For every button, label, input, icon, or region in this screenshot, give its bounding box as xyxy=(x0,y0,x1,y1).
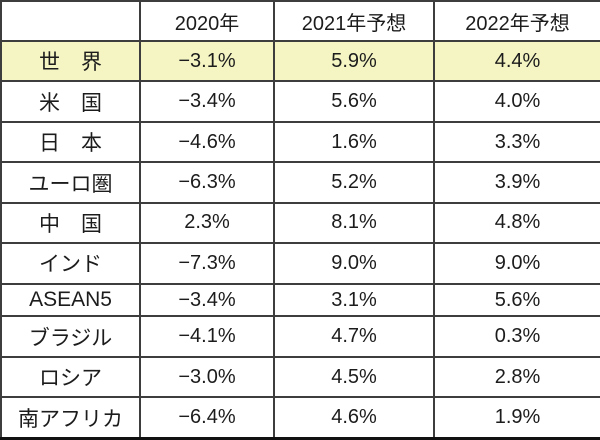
value-cell: 4.0% xyxy=(433,80,600,123)
table-row: 日 本 −4.6% 1.6% 3.3% xyxy=(0,120,600,164)
value-cell: 2.8% xyxy=(433,355,600,399)
header-row: 2020年 2021年予想 2022年予想 xyxy=(0,0,600,42)
col-header-2021-forecast: 2021年予想 xyxy=(273,0,435,42)
value-cell: 8.1% xyxy=(273,201,435,245)
row-label: 米 国 xyxy=(0,80,141,123)
value-cell: 4.7% xyxy=(273,315,435,358)
row-label: 日 本 xyxy=(0,120,141,164)
value-cell: 9.0% xyxy=(433,242,600,285)
table-row: 世 界 −3.1% 5.9% 4.4% xyxy=(0,39,600,83)
value-cell: 4.4% xyxy=(433,39,600,83)
value-cell: −3.1% xyxy=(139,39,275,83)
value-cell: −4.1% xyxy=(139,315,275,358)
value-cell: 1.9% xyxy=(433,396,600,440)
col-header-2020: 2020年 xyxy=(139,0,275,42)
value-cell: −3.4% xyxy=(139,80,275,123)
value-cell: 1.6% xyxy=(273,120,435,164)
value-cell: 4.5% xyxy=(273,355,435,399)
value-cell: 4.6% xyxy=(273,396,435,440)
table-row: 米 国 −3.4% 5.6% 4.0% xyxy=(0,80,600,123)
value-cell: 5.6% xyxy=(433,282,600,318)
value-cell: 3.1% xyxy=(273,282,435,318)
value-cell: 5.6% xyxy=(273,80,435,123)
value-cell: 9.0% xyxy=(273,242,435,285)
row-label: インド xyxy=(0,242,141,285)
table-body: 世 界 −3.1% 5.9% 4.4% 米 国 −3.4% 5.6% 4.0% 日 本 −4.6%… xyxy=(0,39,600,440)
value-cell: −4.6% xyxy=(139,120,275,164)
table-row: 中 国 2.3% 8.1% 4.8% xyxy=(0,201,600,245)
row-label: 世 界 xyxy=(0,39,141,83)
value-cell: −6.4% xyxy=(139,396,275,440)
value-cell: −6.3% xyxy=(139,161,275,204)
value-cell: −3.4% xyxy=(139,282,275,318)
row-label: ブラジル xyxy=(0,315,141,358)
corner-cell xyxy=(0,0,141,42)
value-cell: 4.8% xyxy=(433,201,600,245)
table-row: インド −7.3% 9.0% 9.0% xyxy=(0,242,600,285)
value-cell: 0.3% xyxy=(433,315,600,358)
table-row: ASEAN5 −3.4% 3.1% 5.6% xyxy=(0,282,600,318)
table-row: 南アフリカ −6.4% 4.6% 1.9% xyxy=(0,396,600,440)
row-label: ユーロ圏 xyxy=(0,161,141,204)
col-header-2022-forecast: 2022年予想 xyxy=(433,0,600,42)
value-cell: 5.9% xyxy=(273,39,435,83)
value-cell: 3.3% xyxy=(433,120,600,164)
table-row: ユーロ圏 −6.3% 5.2% 3.9% xyxy=(0,161,600,204)
table-row: ロシア −3.0% 4.5% 2.8% xyxy=(0,355,600,399)
value-cell: 5.2% xyxy=(273,161,435,204)
value-cell: 2.3% xyxy=(139,201,275,245)
row-label: 中 国 xyxy=(0,201,141,245)
value-cell: 3.9% xyxy=(433,161,600,204)
value-cell: −7.3% xyxy=(139,242,275,285)
row-label: ロシア xyxy=(0,355,141,399)
value-cell: −3.0% xyxy=(139,355,275,399)
row-label: 南アフリカ xyxy=(0,396,141,440)
row-label: ASEAN5 xyxy=(0,282,141,318)
table-row: ブラジル −4.1% 4.7% 0.3% xyxy=(0,315,600,358)
